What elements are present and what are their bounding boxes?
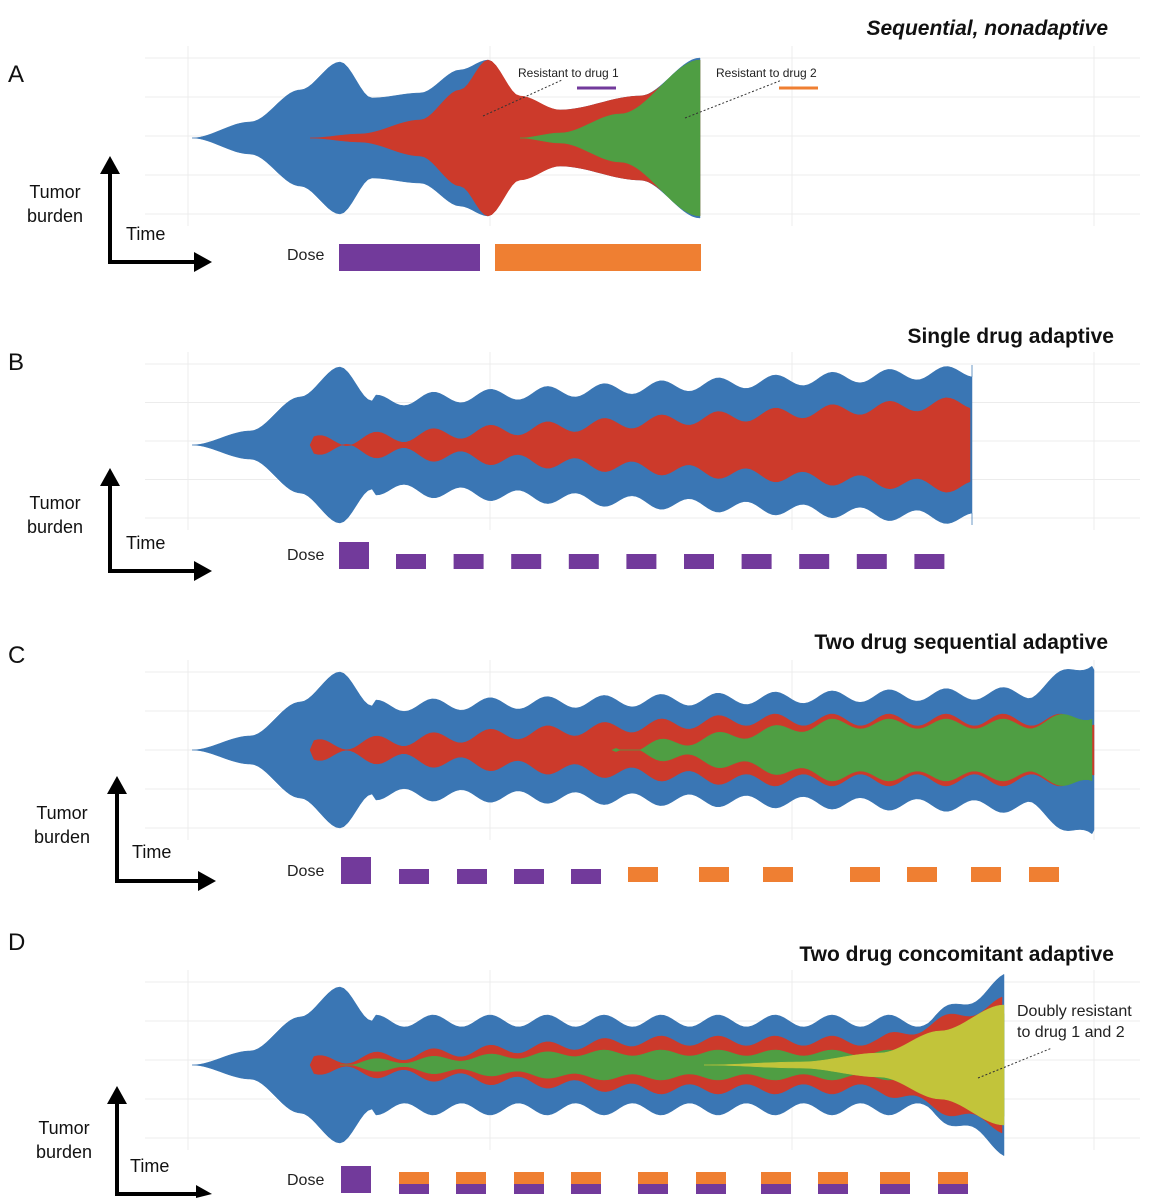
dose-bar xyxy=(628,867,658,882)
panel-letter: D xyxy=(8,929,25,956)
dose-bar xyxy=(818,1172,848,1184)
annotation-text: Resistant to drug 1 xyxy=(518,66,619,80)
dose-bar xyxy=(1029,867,1059,882)
dose-bar xyxy=(514,1172,544,1184)
panel-b: B Single drug adaptive Tumor burden Time… xyxy=(8,325,1140,581)
y-axis-label: burden xyxy=(27,206,83,226)
panel-title: Single drug adaptive xyxy=(907,325,1114,348)
dose-bar xyxy=(696,1184,726,1194)
dose-bar xyxy=(850,867,880,882)
panel-title: Sequential, nonadaptive xyxy=(866,17,1108,40)
dose-bar xyxy=(457,869,487,884)
dose-bar xyxy=(571,869,601,884)
y-axis-label: Tumor xyxy=(29,182,80,202)
y-axis-label: Tumor xyxy=(38,1118,89,1138)
panel-letter: B xyxy=(8,349,24,376)
dose-bar xyxy=(514,869,544,884)
dose-bar xyxy=(341,1166,371,1193)
x-axis-label: Time xyxy=(132,842,171,862)
y-axis-label: Tumor xyxy=(29,493,80,513)
dose-bar xyxy=(761,1184,791,1194)
dose-bar xyxy=(856,554,887,569)
dose-bar xyxy=(399,869,429,884)
dose-bar xyxy=(638,1172,668,1184)
dose-label: Dose xyxy=(287,1172,324,1189)
panel-title: Two drug sequential adaptive xyxy=(814,631,1108,654)
annotation-text: Doubly resistant xyxy=(1017,1003,1132,1020)
doubly-resistant-population xyxy=(704,1004,1005,1126)
x-axis-label: Time xyxy=(126,224,165,244)
tumor-plot xyxy=(191,973,1005,1157)
y-axis-label: burden xyxy=(36,1142,92,1162)
dose-bar xyxy=(741,554,772,569)
dose-bar xyxy=(511,554,542,569)
panel-c: C Two drug sequential adaptive Tumor bur… xyxy=(8,631,1140,891)
dose-bar xyxy=(880,1172,910,1184)
dose-bar xyxy=(696,1172,726,1184)
dose-bar xyxy=(761,1172,791,1184)
panel-d: D Two drug concomitant adaptive Doubly r… xyxy=(8,929,1140,1198)
axes: Tumor burden Time xyxy=(36,1086,212,1198)
dose-label: Dose xyxy=(287,863,324,880)
dose-bar xyxy=(339,542,369,569)
panel-letter: A xyxy=(8,61,24,88)
annotation-text: Resistant to drug 2 xyxy=(716,66,817,80)
dose-label: Dose xyxy=(287,247,324,264)
dose-bar xyxy=(914,554,945,569)
resistant-drug2-population xyxy=(611,714,1093,786)
dose-bar xyxy=(495,244,701,271)
x-axis-label: Time xyxy=(126,533,165,553)
dose-bar xyxy=(938,1172,968,1184)
annotation-text: to drug 1 and 2 xyxy=(1017,1024,1125,1041)
dose-bar xyxy=(514,1184,544,1194)
dose-bar xyxy=(453,554,484,569)
dose-bar xyxy=(938,1184,968,1194)
dose-bar xyxy=(818,1184,848,1194)
dose-bar xyxy=(684,554,714,569)
dose-bar xyxy=(341,857,371,884)
dose-bar xyxy=(456,1184,486,1194)
dose-bar xyxy=(339,244,480,271)
dose-bar xyxy=(399,1184,429,1194)
y-axis-label: burden xyxy=(34,827,90,847)
axes: Tumor burden Time xyxy=(27,468,212,581)
x-axis-label: Time xyxy=(130,1156,169,1176)
dose-bar xyxy=(399,1172,429,1184)
dose-bar xyxy=(396,554,426,569)
dose-bar xyxy=(763,867,793,882)
resistant-drug1-population xyxy=(309,397,971,493)
dose-schedule xyxy=(339,542,945,569)
dose-schedule xyxy=(341,1166,968,1194)
dose-bar xyxy=(571,1172,601,1184)
dose-bar xyxy=(571,1184,601,1194)
dose-schedule xyxy=(341,857,1059,884)
annotation-resistant-drug2: Resistant to drug 2 xyxy=(684,66,818,119)
dose-bar xyxy=(799,554,830,569)
dose-bar xyxy=(638,1184,668,1194)
panel-letter: C xyxy=(8,642,25,669)
dose-bar xyxy=(907,867,937,882)
dose-bar xyxy=(971,867,1001,882)
panel-a: A Sequential, nonadaptive Resistant to d… xyxy=(8,17,1140,272)
tumor-plot xyxy=(191,365,973,525)
dose-bar xyxy=(880,1184,910,1194)
dose-bar xyxy=(626,554,657,569)
dose-schedule xyxy=(339,244,701,271)
annotation-doubly-resistant: Doubly resistant to drug 1 and 2 xyxy=(977,1003,1132,1079)
axes: Tumor burden Time xyxy=(27,156,212,272)
dose-label: Dose xyxy=(287,547,324,564)
dose-bar xyxy=(568,554,599,569)
tumor-plot xyxy=(191,665,1095,835)
tumor-plot xyxy=(191,57,701,219)
dose-bar xyxy=(456,1172,486,1184)
dose-bar xyxy=(699,867,729,882)
annotation-resistant-drug1: Resistant to drug 1 xyxy=(482,66,619,117)
y-axis-label: burden xyxy=(27,517,83,537)
axes: Tumor burden Time xyxy=(34,776,216,891)
panel-title: Two drug concomitant adaptive xyxy=(799,943,1114,966)
resistant-drug2-population xyxy=(519,59,701,217)
y-axis-label: Tumor xyxy=(36,803,87,823)
